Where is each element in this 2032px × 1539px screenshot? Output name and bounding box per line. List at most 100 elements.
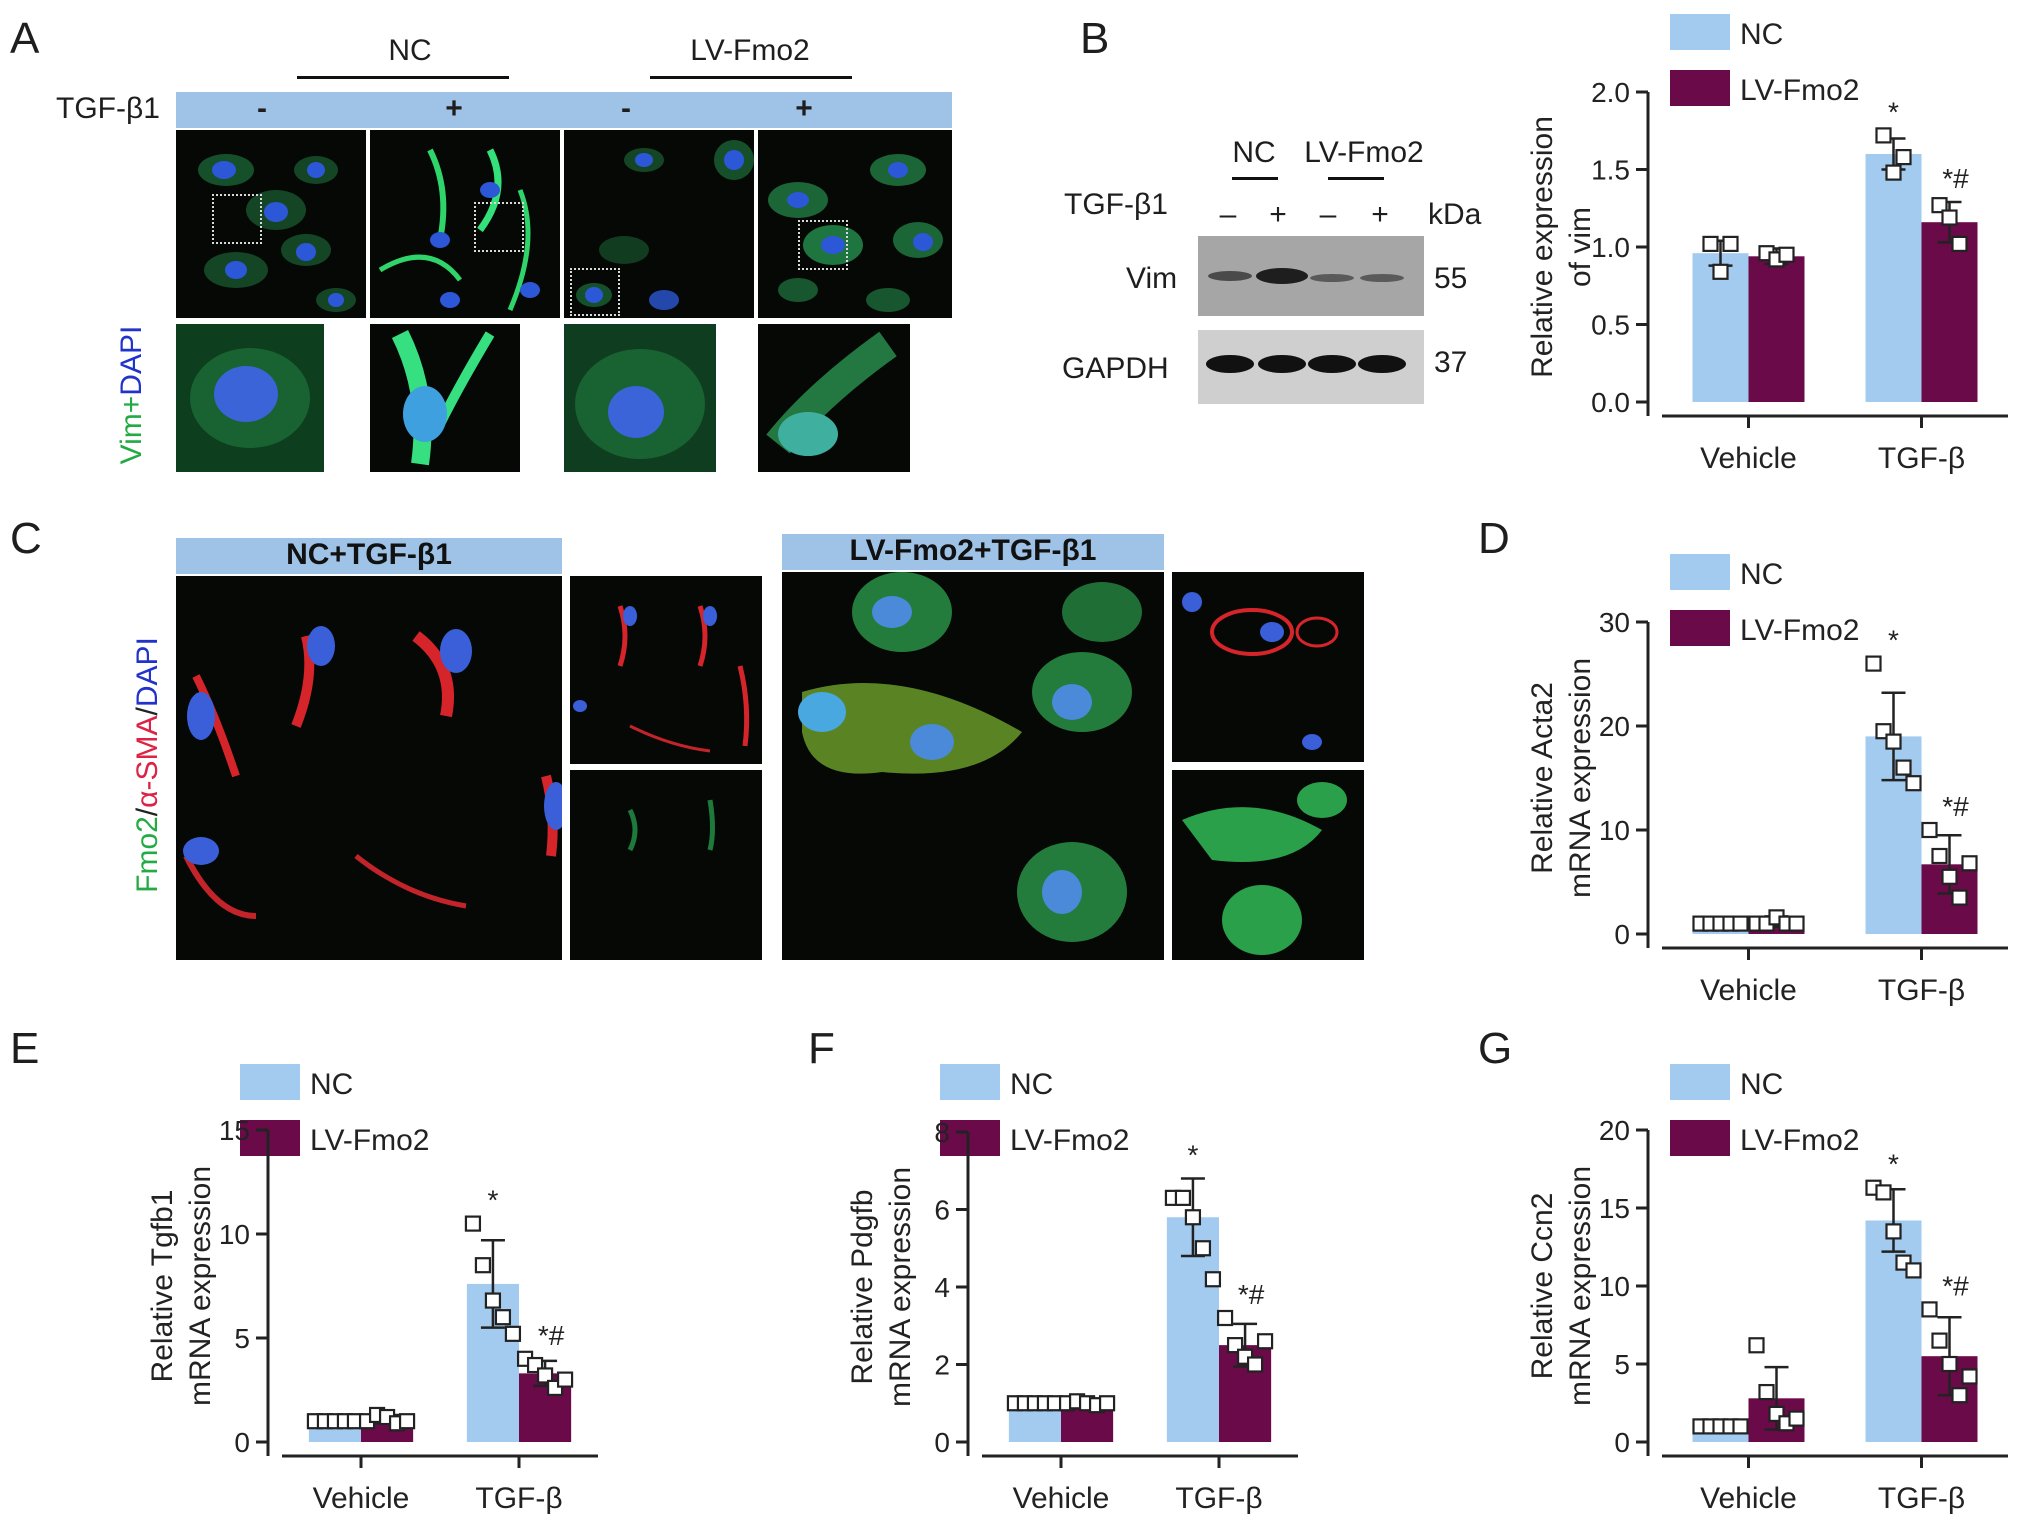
panel-a-sign-2: + [445, 92, 463, 125]
data-point [1961, 1368, 1978, 1385]
data-point [494, 1309, 512, 1326]
panel-c-stain-sma: α-SMA [131, 715, 164, 808]
significance-mark: *# [1238, 1279, 1265, 1310]
micrograph-a-nc-minus [176, 130, 366, 318]
significance-mark: * [487, 1185, 498, 1216]
legend-swatch-lvfmo2 [240, 1120, 300, 1156]
y-axis-label-line: mRNA expression [1564, 658, 1597, 898]
x-tick-label: TGF-β [1878, 442, 1965, 475]
micrograph-a-lv-plus [758, 130, 952, 318]
micrograph-a-zoom-4 [758, 324, 910, 472]
data-point [1941, 209, 1958, 226]
panel-a-sign-3: - [621, 92, 631, 125]
data-point [1951, 235, 1968, 252]
legend-label-nc: NC [1740, 558, 1783, 591]
blot-kda-label: kDa [1428, 198, 1482, 231]
panel-c-header-band-left [176, 538, 562, 574]
significance-mark: *# [1942, 163, 1969, 194]
legend-swatch-lvfmo2 [1670, 1120, 1730, 1156]
legend-swatch-nc [1670, 554, 1730, 590]
data-point [1931, 1332, 1948, 1349]
data-point [1951, 889, 1968, 906]
panel-a-group-nc-line [297, 76, 509, 79]
y-tick-label: 0 [1614, 919, 1630, 950]
x-tick-label: TGF-β [1878, 974, 1965, 1007]
y-tick-label: 30 [1599, 607, 1630, 638]
x-tick-label: Vehicle [1013, 1482, 1110, 1515]
y-tick-label: 5 [234, 1323, 250, 1354]
chart-pdgfb: NC LV-Fmo2 0 2 4 6 8 Relative Pdgfb mRNA express… [846, 1064, 1298, 1515]
micrograph-c-lv-green [1172, 770, 1364, 960]
x-tick-label: Vehicle [1700, 442, 1797, 475]
panel-a-sign-1: - [257, 92, 267, 125]
data-point [1204, 1271, 1222, 1288]
y-axis-label-line: Relative expression [1526, 116, 1559, 378]
data-point [1895, 759, 1912, 776]
panel-a-group-nc: NC [388, 34, 432, 67]
data-point [1778, 246, 1795, 263]
y-axis-label: Relative Ccn2 mRNA expression [1526, 1166, 1597, 1406]
y-tick-label: 5 [1614, 1349, 1630, 1380]
panel-d-letter: D [1478, 514, 1510, 563]
x-tick-label: Vehicle [1700, 1482, 1797, 1515]
bar-lvfmo2 [1748, 256, 1805, 402]
blot-sign-4: + [1371, 198, 1389, 231]
data-point [556, 1371, 574, 1388]
y-tick-label: 0 [234, 1427, 250, 1458]
data-point [1905, 1262, 1922, 1279]
y-tick-label: 10 [1599, 815, 1630, 846]
blot-sign-3: – [1319, 198, 1337, 231]
micrograph-a-nc-plus [370, 130, 560, 318]
legend-label-lvfmo2: LV-Fmo2 [1740, 1124, 1860, 1157]
y-tick-label: 1.5 [1591, 155, 1630, 186]
significance-mark: * [1888, 625, 1899, 656]
panel-c-header-right: LV-Fmo2+TGF-β1 [849, 534, 1097, 567]
data-point [1875, 1184, 1892, 1201]
blot-protein-gapdh: GAPDH [1062, 352, 1169, 385]
y-tick-label: 8 [934, 1117, 950, 1148]
data-point [1788, 915, 1805, 932]
y-tick-label: 15 [1599, 1193, 1630, 1224]
legend-swatch-lvfmo2 [940, 1120, 1000, 1156]
legend-label-nc: NC [1740, 1068, 1783, 1101]
data-point [1732, 1418, 1749, 1435]
data-point [1921, 821, 1938, 839]
legend-swatch-nc [940, 1064, 1000, 1100]
data-point [1875, 127, 1892, 144]
y-axis-label-line: mRNA expression [184, 1166, 217, 1406]
data-point [1865, 655, 1882, 672]
panel-a-group-lv: LV-Fmo2 [690, 34, 810, 67]
blot-sign-2: + [1269, 198, 1287, 231]
micrograph-a-zoom-1 [176, 324, 324, 472]
bar-lvfmo2 [1921, 222, 1978, 402]
data-point [1216, 1309, 1234, 1327]
panel-a-treatment-band [176, 92, 952, 128]
y-tick-label: 20 [1599, 711, 1630, 742]
data-point [1758, 1383, 1775, 1401]
data-point [1712, 263, 1729, 280]
x-tick-label: Vehicle [313, 1482, 410, 1515]
legend-label-lvfmo2: LV-Fmo2 [1740, 614, 1860, 647]
panel-a-group-lv-line [650, 76, 852, 79]
panel-c-stain-sep1: / [131, 807, 164, 817]
data-point [1951, 1387, 1968, 1404]
y-tick-label: 0.0 [1591, 387, 1630, 418]
data-point [1702, 235, 1719, 252]
micrograph-zoom-box [570, 268, 620, 316]
legend-label-lvfmo2: LV-Fmo2 [1010, 1124, 1130, 1157]
micrograph-a-zoom-2 [370, 324, 520, 472]
panel-a-stain-dapi: DAPI [115, 325, 148, 396]
blot-band-vim [1198, 236, 1424, 316]
y-axis-label-line: Relative Ccn2 [1526, 1193, 1559, 1380]
data-point [474, 1257, 492, 1274]
y-axis-label: Relative Acta2 mRNA expression [1526, 658, 1597, 898]
significance-mark: * [1888, 1149, 1899, 1180]
legend-swatch-lvfmo2 [1670, 70, 1730, 106]
blot-kda-vim: 55 [1434, 262, 1468, 295]
data-point [1246, 1356, 1264, 1373]
data-point [1788, 1410, 1805, 1427]
micrograph-c-nc-green [570, 770, 762, 960]
